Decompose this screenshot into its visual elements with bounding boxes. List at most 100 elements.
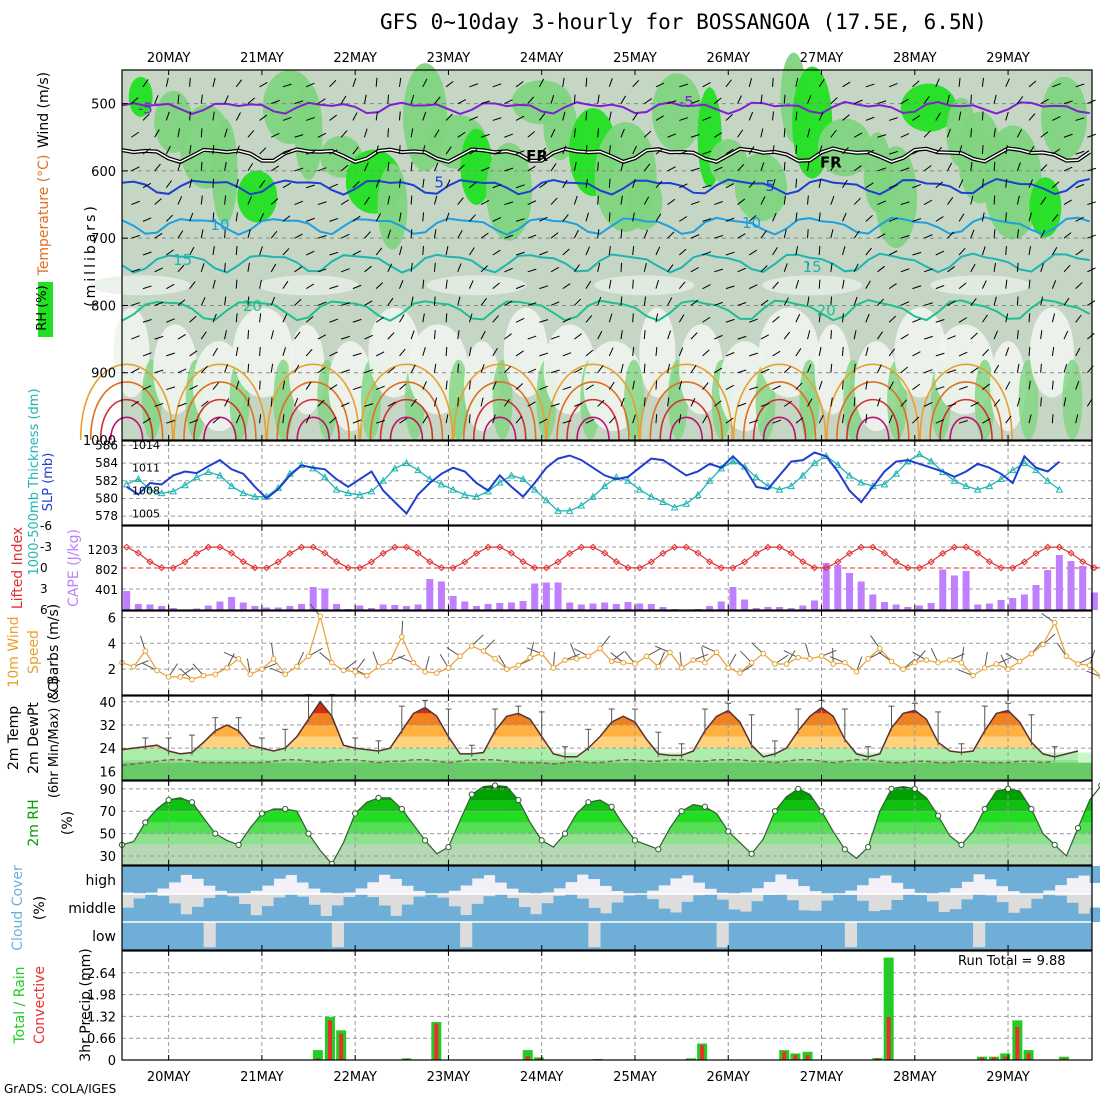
rh-band [122,844,1092,865]
wind-barb [912,218,922,222]
wind-barb [212,382,220,390]
wind-barb [270,230,278,239]
wind-barb [259,313,262,323]
wind-barb [818,178,822,188]
cloud-high-cell [704,866,718,889]
wind-barb [679,117,689,121]
wind-barb [865,83,875,88]
wind-barb [842,380,844,390]
precip-convective-bar [782,1051,787,1060]
wind-barb [667,166,676,172]
lifted-index-point [764,543,772,551]
cloud-high-cell [471,866,484,879]
wind-speed-point [224,665,230,671]
wind-barb [795,178,798,188]
cloud-high-cell [1089,866,1100,883]
wind-barb [1005,212,1007,222]
wind-barb [900,301,910,306]
wind-barb [352,112,358,121]
wind-barb [457,131,466,138]
cloud-low-cell [588,922,601,948]
cape-bar [566,602,574,610]
cloud-high-cell [669,866,683,879]
precip-convective-bar [1015,1026,1020,1060]
wind-barb [574,402,583,407]
wind-barb [1016,262,1019,272]
wind-speed-point [305,653,312,660]
cloud-high-cell [1066,866,1079,879]
wind-barb [445,279,448,289]
wind-barb [340,233,350,239]
cloud-mid-cell [506,898,519,922]
temperature-contour [121,177,1090,196]
y-tick-label: 1.32 [87,1010,116,1025]
precip-total-bar [883,957,894,1060]
wind-speed-point [993,661,1000,667]
wind-speed-point [1040,641,1046,648]
y-axis-label-rh: (%) [60,811,76,835]
rh-band [122,811,1092,823]
cloud-mid-cell [168,903,181,922]
thickness-point [810,459,819,467]
wind-barb [131,131,140,138]
wind-barb [830,262,833,272]
contour-label: 15 [803,258,822,276]
cloud-mid-cell [308,904,321,922]
cloud-mid-cell [343,897,356,922]
wind-barb [375,282,384,290]
wind-barb [993,94,997,104]
wind-barb [1040,98,1049,105]
wind-barb [981,212,985,222]
cloud-high-cell [285,866,298,876]
wind-barb [807,262,809,272]
wind-barb [480,364,485,373]
cloud-mid-cell [949,909,962,922]
rh-legend-swatch [38,282,53,337]
wind-barb [912,318,921,323]
lifted-index-point [193,549,201,557]
wind-barb [177,333,186,340]
wind-barb [574,333,582,340]
contour-label: 10 [210,216,229,234]
wind-barb [608,279,612,289]
wind-barb [818,212,821,222]
cape-bar [507,602,515,610]
wind-barb [364,334,373,340]
lifted-index-point [787,549,795,557]
temperature-contour [286,399,341,441]
wind-barb [212,178,215,188]
wind-barb [154,402,164,407]
wind-barb [433,397,438,407]
wind-barb [142,113,150,121]
wind-barb [725,318,735,323]
cape-bar [1067,561,1075,610]
wind-barb [947,231,955,239]
wind-barb [282,149,292,155]
x-tick-label-bottom: 26MAY [706,1070,750,1085]
cloud-high-cell [798,866,811,887]
wind-barb [1051,414,1054,424]
wind-barb [725,79,732,88]
cloud-high-cell [506,866,519,889]
wind-barb [748,249,758,256]
wind-barb [1051,280,1057,289]
y-axis-label-temp: (6hr Min/Max) (°C) [47,678,62,798]
wind-barb [1063,133,1073,138]
cloud-mid-cell [448,906,461,922]
wind-barb [573,128,576,138]
lifted-index-point [251,564,259,572]
wind-barb [993,161,996,171]
wind-barb [678,281,686,289]
cape-bar [846,573,853,610]
wind-speed-point [935,659,941,666]
cape-bar [787,608,795,610]
wind-barb [294,200,304,206]
cape-bar [647,604,655,610]
wind-barb [130,97,139,105]
wind-barb [515,415,523,424]
wind-barb [1063,100,1073,105]
wind-barb [387,161,390,171]
cape-bar [1090,592,1098,610]
y-tick-label-right: 1008 [132,485,160,498]
upper-panel-frame [121,69,1093,441]
